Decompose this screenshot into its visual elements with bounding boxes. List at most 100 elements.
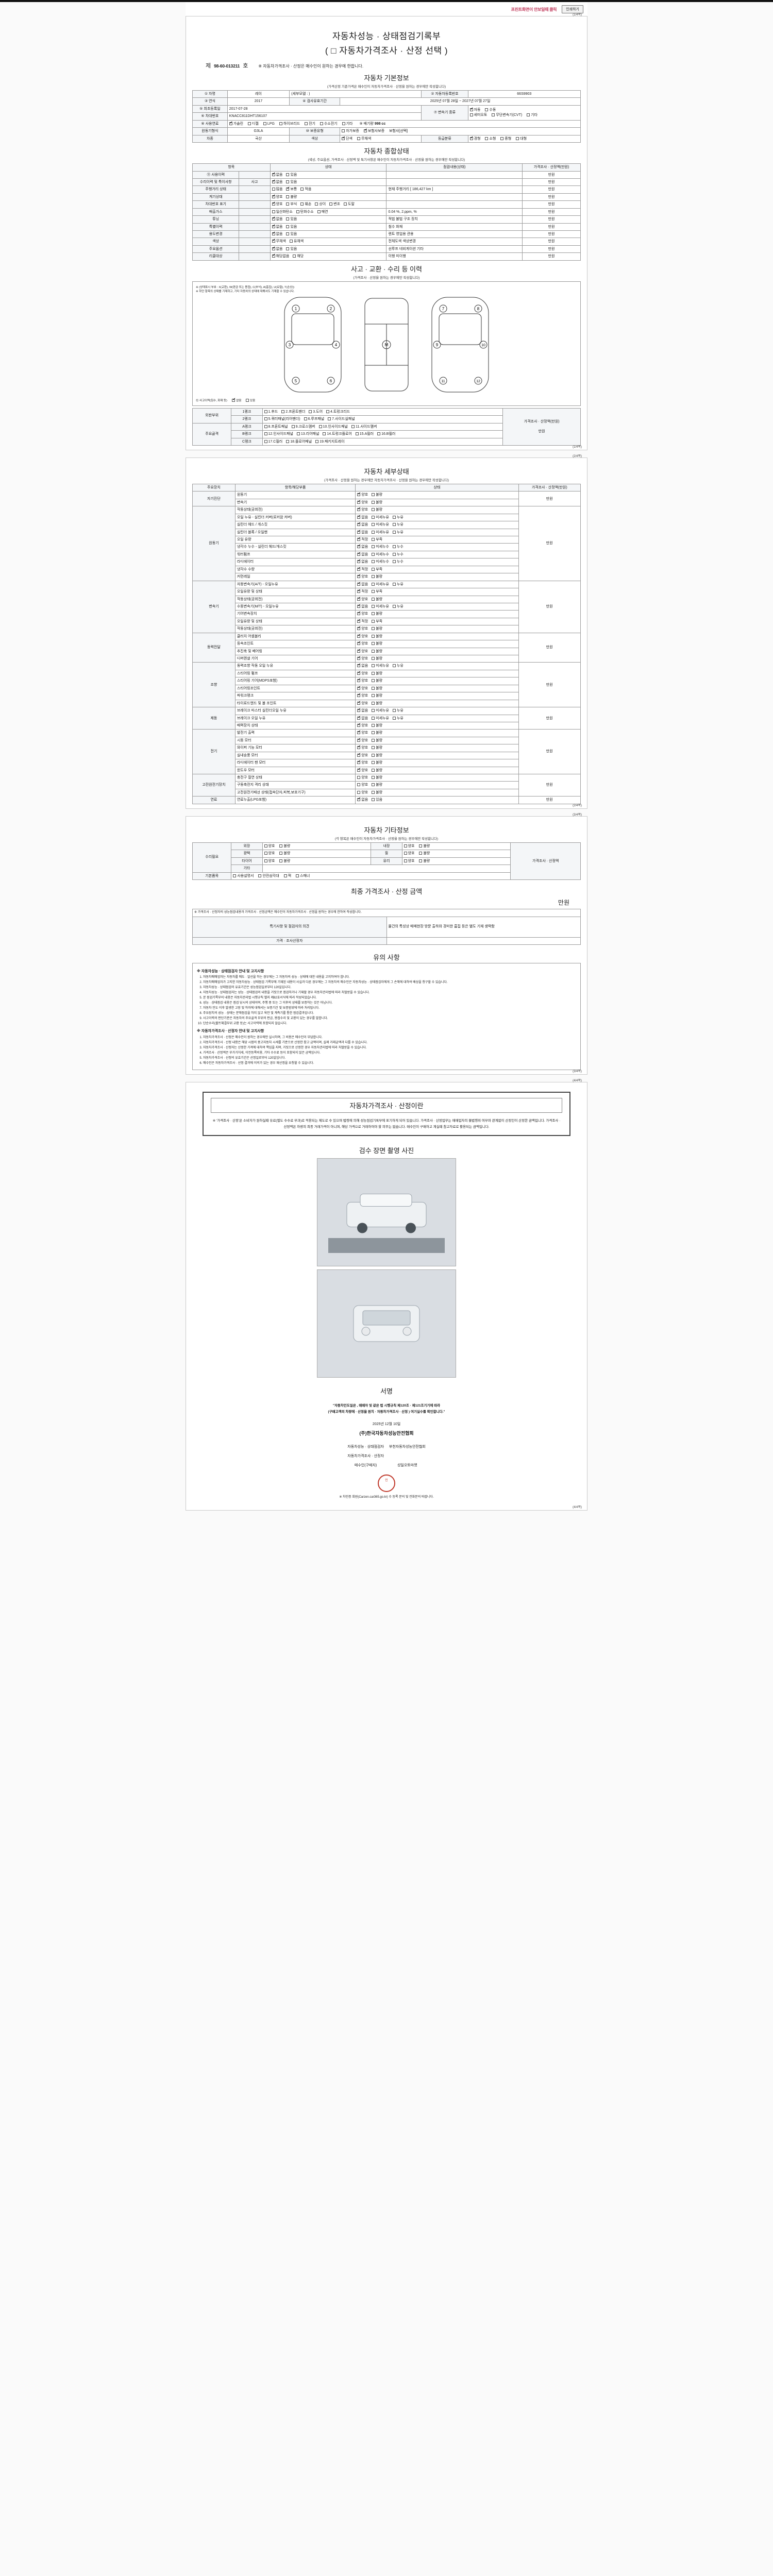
checkbox-overall3-1[interactable] [286, 195, 290, 198]
checkbox-grade-light[interactable] [469, 136, 473, 140]
overall-state-options[interactable]: 없음 있음 [270, 230, 387, 239]
checkbox-overall2-2[interactable] [300, 188, 304, 191]
checkbox-d6-3-0[interactable] [357, 753, 361, 757]
detail-state-options[interactable]: 적정 부족 [355, 588, 519, 596]
checkbox-frameC-1[interactable] [286, 439, 290, 443]
detail-state-options[interactable]: 양호 불량 [355, 640, 519, 648]
checkbox-d5-1-1[interactable] [372, 716, 375, 720]
checkbox-outer2-0[interactable] [264, 417, 267, 421]
print-button[interactable]: 인쇄하기 [562, 5, 583, 13]
checkbox-tire-good[interactable] [264, 859, 267, 862]
checkbox-d1-1-1[interactable] [372, 515, 375, 519]
checkbox-d0-1-1[interactable] [372, 500, 375, 504]
detail-state-options[interactable]: 양호 불량 [355, 721, 519, 730]
etc-value[interactable] [262, 865, 511, 873]
checkbox-d2-6-0[interactable] [357, 626, 361, 631]
checkbox-d7-1-1[interactable] [372, 783, 375, 787]
checkbox-d6-5-0[interactable] [357, 768, 361, 772]
checkbox-frameA-1[interactable] [291, 425, 295, 428]
checkbox-grade-mid[interactable] [500, 137, 504, 140]
detail-state-options[interactable]: 없음 미세누수 누수 [355, 543, 519, 551]
checkbox-overall5-2[interactable] [317, 210, 321, 213]
checkbox-d5-1-0[interactable] [357, 716, 361, 720]
checkbox-d1-1-0[interactable] [357, 515, 361, 519]
detail-state-options[interactable]: 적정 부족 [355, 535, 519, 544]
checkbox-d1-4-1[interactable] [372, 538, 375, 541]
checkbox-color-achromatic[interactable] [357, 137, 360, 140]
detail-state-options[interactable]: 없음 미세누유 누유 [355, 521, 519, 529]
checkbox-overall7-0[interactable] [272, 224, 275, 228]
checkbox-d5-2-0[interactable] [357, 723, 361, 727]
checkbox-overall5-0[interactable] [272, 210, 275, 213]
checkbox-glass-bad[interactable] [419, 859, 423, 862]
detail-state-options[interactable]: 양호 불량 [355, 647, 519, 656]
checkbox-overall7-1[interactable] [286, 225, 290, 228]
checkbox-d1-5-0[interactable] [357, 544, 361, 549]
checkbox-d4-3-1[interactable] [372, 686, 375, 690]
checkbox-overall10-0[interactable] [272, 246, 275, 250]
overall-state-options[interactable]: 많음 보통 적음 [270, 185, 387, 194]
checkbox-d1-2-1[interactable] [372, 523, 375, 527]
detail-state-options[interactable]: 없음 미세누유 누유 [355, 528, 519, 537]
checkbox-d4-0-1[interactable] [372, 664, 375, 668]
checkbox-d1-6-0[interactable] [357, 552, 361, 556]
detail-state-options[interactable]: 양호 불량 [355, 788, 519, 797]
checkbox-d2-1-1[interactable] [372, 590, 375, 594]
overall-state-options[interactable]: 없음 있음 [270, 171, 387, 179]
checkbox-spanner[interactable] [296, 874, 299, 877]
checkbox-overall8-1[interactable] [286, 232, 290, 235]
detail-state-options[interactable]: 양호 불량 [355, 669, 519, 678]
checkbox-fuel-hybrid[interactable] [279, 122, 282, 125]
checkbox-d1-7-1[interactable] [372, 560, 375, 564]
detail-state-options[interactable]: 없음 미세누수 누수 [355, 558, 519, 566]
basic-items-options[interactable]: 사용설명서 안전삼각대 잭 스패너 [231, 872, 511, 880]
checkbox-grade-small[interactable] [485, 137, 489, 140]
checkbox-polish-good[interactable] [264, 852, 267, 855]
checkbox-d4-2-1[interactable] [372, 679, 375, 683]
frame-c-items[interactable]: 17.C필러 18.플로어패널 19.패키지트레이 [262, 437, 503, 446]
overall-state-options[interactable]: 없음 있음 [270, 215, 387, 224]
checkbox-fuel-etc[interactable] [342, 122, 345, 125]
checkbox-fuel-gasoline[interactable] [229, 121, 233, 125]
checkbox-overall0-0[interactable] [272, 172, 275, 176]
checkbox-overall6-1[interactable] [286, 217, 290, 221]
checkbox-overall9-0[interactable] [272, 239, 275, 243]
checkbox-glass-good[interactable] [404, 859, 407, 862]
checkbox-d4-0-2[interactable] [392, 664, 396, 668]
checkbox-overall4-1[interactable] [286, 202, 290, 206]
checkbox-frameA-2[interactable] [318, 425, 322, 428]
xray-row[interactable]: ⑫ 사고이력(침수, 화재 등) 없음 있음 [196, 398, 577, 402]
checkbox-d1-8-0[interactable] [357, 567, 361, 571]
checkbox-wheel-bad[interactable] [419, 852, 423, 855]
checkbox-d7-0-1[interactable] [372, 776, 375, 779]
detail-state-options[interactable]: 적정 부족 [355, 565, 519, 574]
checkbox-d5-0-2[interactable] [392, 709, 396, 713]
checkbox-int-good[interactable] [404, 844, 407, 848]
checkbox-d1-1-2[interactable] [392, 515, 396, 519]
checkbox-trans-etc[interactable] [527, 113, 530, 116]
checkbox-outer1-2[interactable] [309, 410, 312, 413]
checkbox-overall11-0[interactable] [272, 253, 275, 258]
checkbox-trans-auto[interactable] [469, 107, 473, 112]
checkbox-trans-semi[interactable] [469, 113, 473, 116]
checkbox-d4-1-1[interactable] [372, 671, 375, 675]
checkbox-frameB-1[interactable] [296, 432, 300, 436]
detail-state-options[interactable]: 양호 불량 [355, 699, 519, 708]
checkbox-d1-3-1[interactable] [372, 530, 375, 534]
checkbox-d6-1-1[interactable] [372, 738, 375, 742]
wheel-options[interactable]: 양호 불량 [401, 850, 511, 858]
overall-state-options[interactable]: 양호 부식 훼손 상이 변조 도말 [270, 200, 387, 209]
checkbox-fuel-diesel[interactable] [248, 122, 251, 125]
checkbox-frameA-3[interactable] [351, 425, 355, 428]
checkbox-d4-2-0[interactable] [357, 678, 361, 683]
detail-state-options[interactable]: 양호 불량 [355, 773, 519, 782]
detail-state-options[interactable]: 양호 불량 [355, 677, 519, 685]
checkbox-color-single[interactable] [342, 136, 345, 140]
checkbox-d6-2-0[interactable] [357, 745, 361, 750]
repair-int-options[interactable]: 양호 불량 [401, 842, 511, 851]
checkbox-d3-3-1[interactable] [372, 657, 375, 660]
checkbox-d3-3-0[interactable] [357, 656, 361, 660]
checkbox-d2-1-0[interactable] [357, 589, 361, 594]
color-options[interactable]: 단색 무채색 [340, 134, 422, 143]
checkbox-d7-2-0[interactable] [357, 790, 361, 794]
